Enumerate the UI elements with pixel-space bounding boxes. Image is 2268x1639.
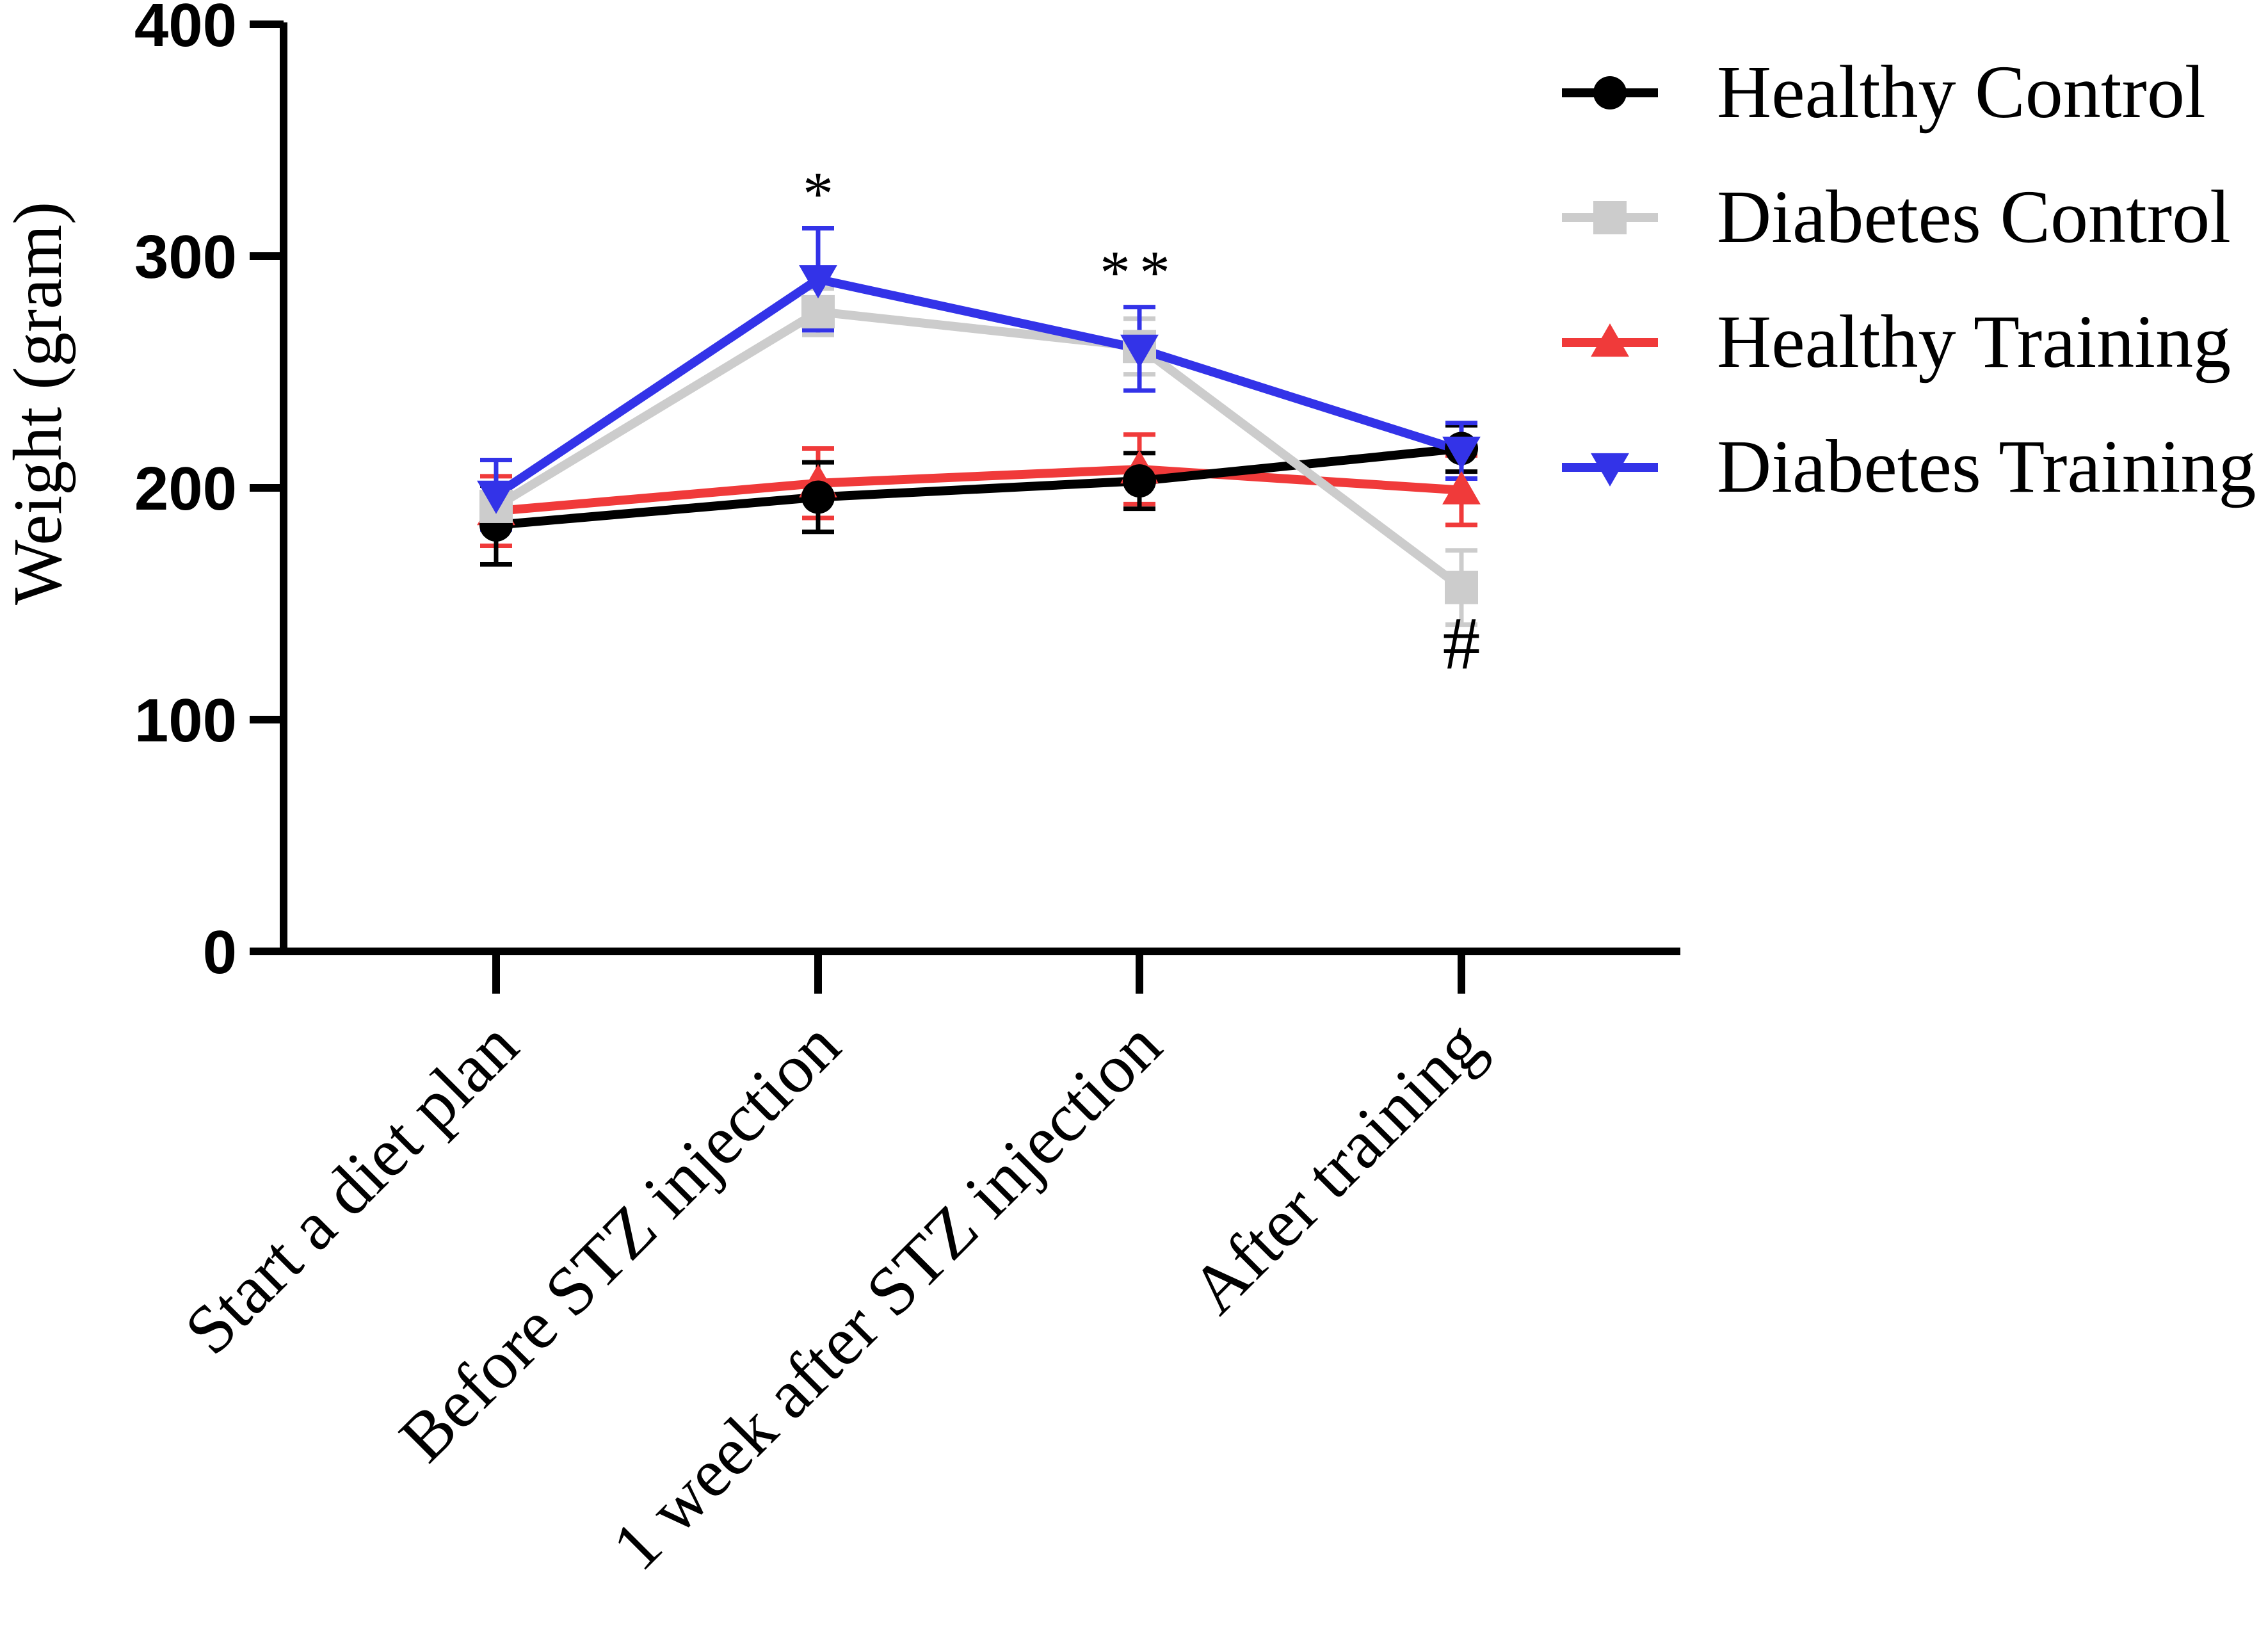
y-tick-label: 100 xyxy=(134,686,237,755)
legend-item: Healthy Training xyxy=(1562,300,2231,384)
significance-annotation: * xyxy=(803,159,833,228)
data-point xyxy=(801,295,835,328)
data-point xyxy=(1593,201,1627,234)
legend: Healthy Control Diabetes Control Healthy T… xyxy=(1562,50,2256,508)
data-point xyxy=(1442,471,1481,505)
y-axis-label: Weight (gram) xyxy=(0,202,76,605)
y-tick-label: 300 xyxy=(134,223,237,291)
data-point xyxy=(799,265,837,299)
significance-annotation: # xyxy=(1443,601,1481,685)
x-tick-label: After training xyxy=(1177,1007,1498,1328)
data-point xyxy=(1442,436,1481,470)
data-point xyxy=(1591,453,1629,487)
x-tick-label: 1 week after STZ injection xyxy=(598,1007,1176,1585)
x-tick-label: Start a diet plan xyxy=(170,1007,533,1369)
legend-label: Diabetes Training xyxy=(1717,424,2256,508)
series-line xyxy=(495,465,1462,516)
legend-label: Diabetes Control xyxy=(1717,175,2231,259)
data-point xyxy=(1123,464,1156,498)
data-point xyxy=(1445,570,1478,604)
data-point xyxy=(477,480,515,514)
series-line xyxy=(494,275,1463,499)
y-tick-label: 0 xyxy=(203,918,237,987)
data-point xyxy=(1591,323,1629,357)
data-point xyxy=(1120,334,1159,368)
series-line xyxy=(494,307,1465,592)
legend-item: Healthy Control xyxy=(1562,50,2206,134)
legend-label: Healthy Training xyxy=(1717,300,2231,384)
data-point xyxy=(1593,76,1627,109)
legend-item: Diabetes Training xyxy=(1562,424,2256,508)
series-line xyxy=(495,444,1462,529)
legend-label: Healthy Control xyxy=(1717,50,2206,134)
significance-annotation: ** xyxy=(1100,238,1179,307)
legend-item: Diabetes Control xyxy=(1562,175,2231,259)
y-tick-label: 200 xyxy=(134,455,237,523)
data-point xyxy=(801,480,835,514)
y-tick-label: 400 xyxy=(134,0,237,60)
